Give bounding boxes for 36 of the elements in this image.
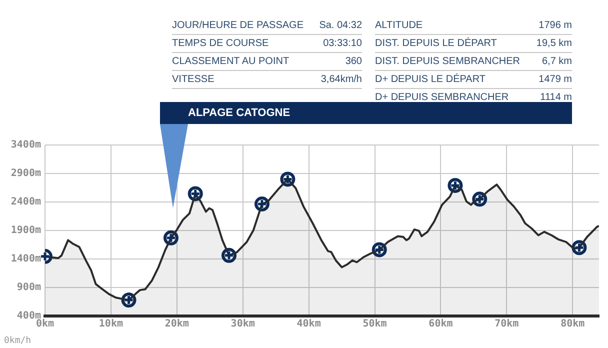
x-tick-label: 0km: [36, 318, 54, 330]
y-tick-label: 2400m: [10, 196, 41, 208]
x-tick-label: 20km: [164, 318, 189, 330]
x-tick-label: 80km: [560, 318, 585, 330]
text: 1479 m: [538, 73, 572, 87]
x-tick-label: 50km: [362, 318, 387, 330]
x-tick-label: 60km: [428, 318, 453, 330]
text: D+ DEPUIS SEMBRANCHER: [375, 91, 509, 105]
text: ALPAGE CATOGNE: [160, 102, 572, 124]
text: D+ DEPUIS LE DÉPART: [375, 72, 486, 87]
y-tick-label: 3400m: [10, 140, 41, 151]
text: 19,5 km: [536, 37, 572, 51]
x-tick-label: 30km: [230, 318, 255, 330]
text: Sa. 04:32: [319, 19, 362, 33]
text: JOUR/HEURE DE PASSAGE: [172, 19, 304, 33]
x-tick-label: 70km: [494, 318, 519, 330]
y-tick-label: 2900m: [10, 168, 41, 180]
text: DIST. DEPUIS SEMBRANCHER: [375, 55, 520, 69]
y-tick-label: 1900m: [10, 225, 41, 236]
text: CLASSEMENT AU POINT: [172, 55, 290, 69]
text: 1796 m: [538, 19, 572, 33]
text: DIST. DEPUIS LE DÉPART: [375, 36, 497, 51]
text: 1114 m: [540, 91, 572, 105]
text: 360: [345, 55, 362, 69]
text: VITESSE: [172, 73, 214, 87]
text: 6,7 km: [542, 55, 572, 69]
x-tick-label: 10km: [98, 318, 123, 330]
text: 3,64km/h: [320, 73, 362, 87]
x-tick-label: 40km: [296, 318, 321, 330]
y-tick-label: 1400m: [10, 254, 41, 265]
text: TEMPS DE COURSE: [172, 37, 269, 51]
text: ALTITUDE: [375, 19, 423, 33]
y-tick-label: 900m: [16, 282, 41, 294]
point: [40, 251, 50, 262]
text: 03:33:10: [323, 37, 362, 51]
text: 0km/h: [4, 336, 32, 346]
